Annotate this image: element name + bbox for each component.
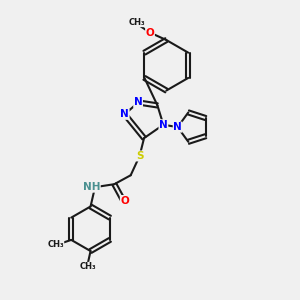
Text: CH₃: CH₃ — [79, 262, 96, 271]
Text: O: O — [146, 28, 154, 38]
Text: CH₃: CH₃ — [47, 240, 64, 249]
Text: N: N — [134, 98, 142, 107]
Text: N: N — [173, 122, 182, 132]
Text: NH: NH — [83, 182, 100, 192]
Text: CH₃: CH₃ — [128, 18, 145, 27]
Text: O: O — [120, 196, 129, 206]
Text: N: N — [120, 109, 129, 119]
Text: S: S — [136, 151, 143, 161]
Text: N: N — [159, 120, 168, 130]
